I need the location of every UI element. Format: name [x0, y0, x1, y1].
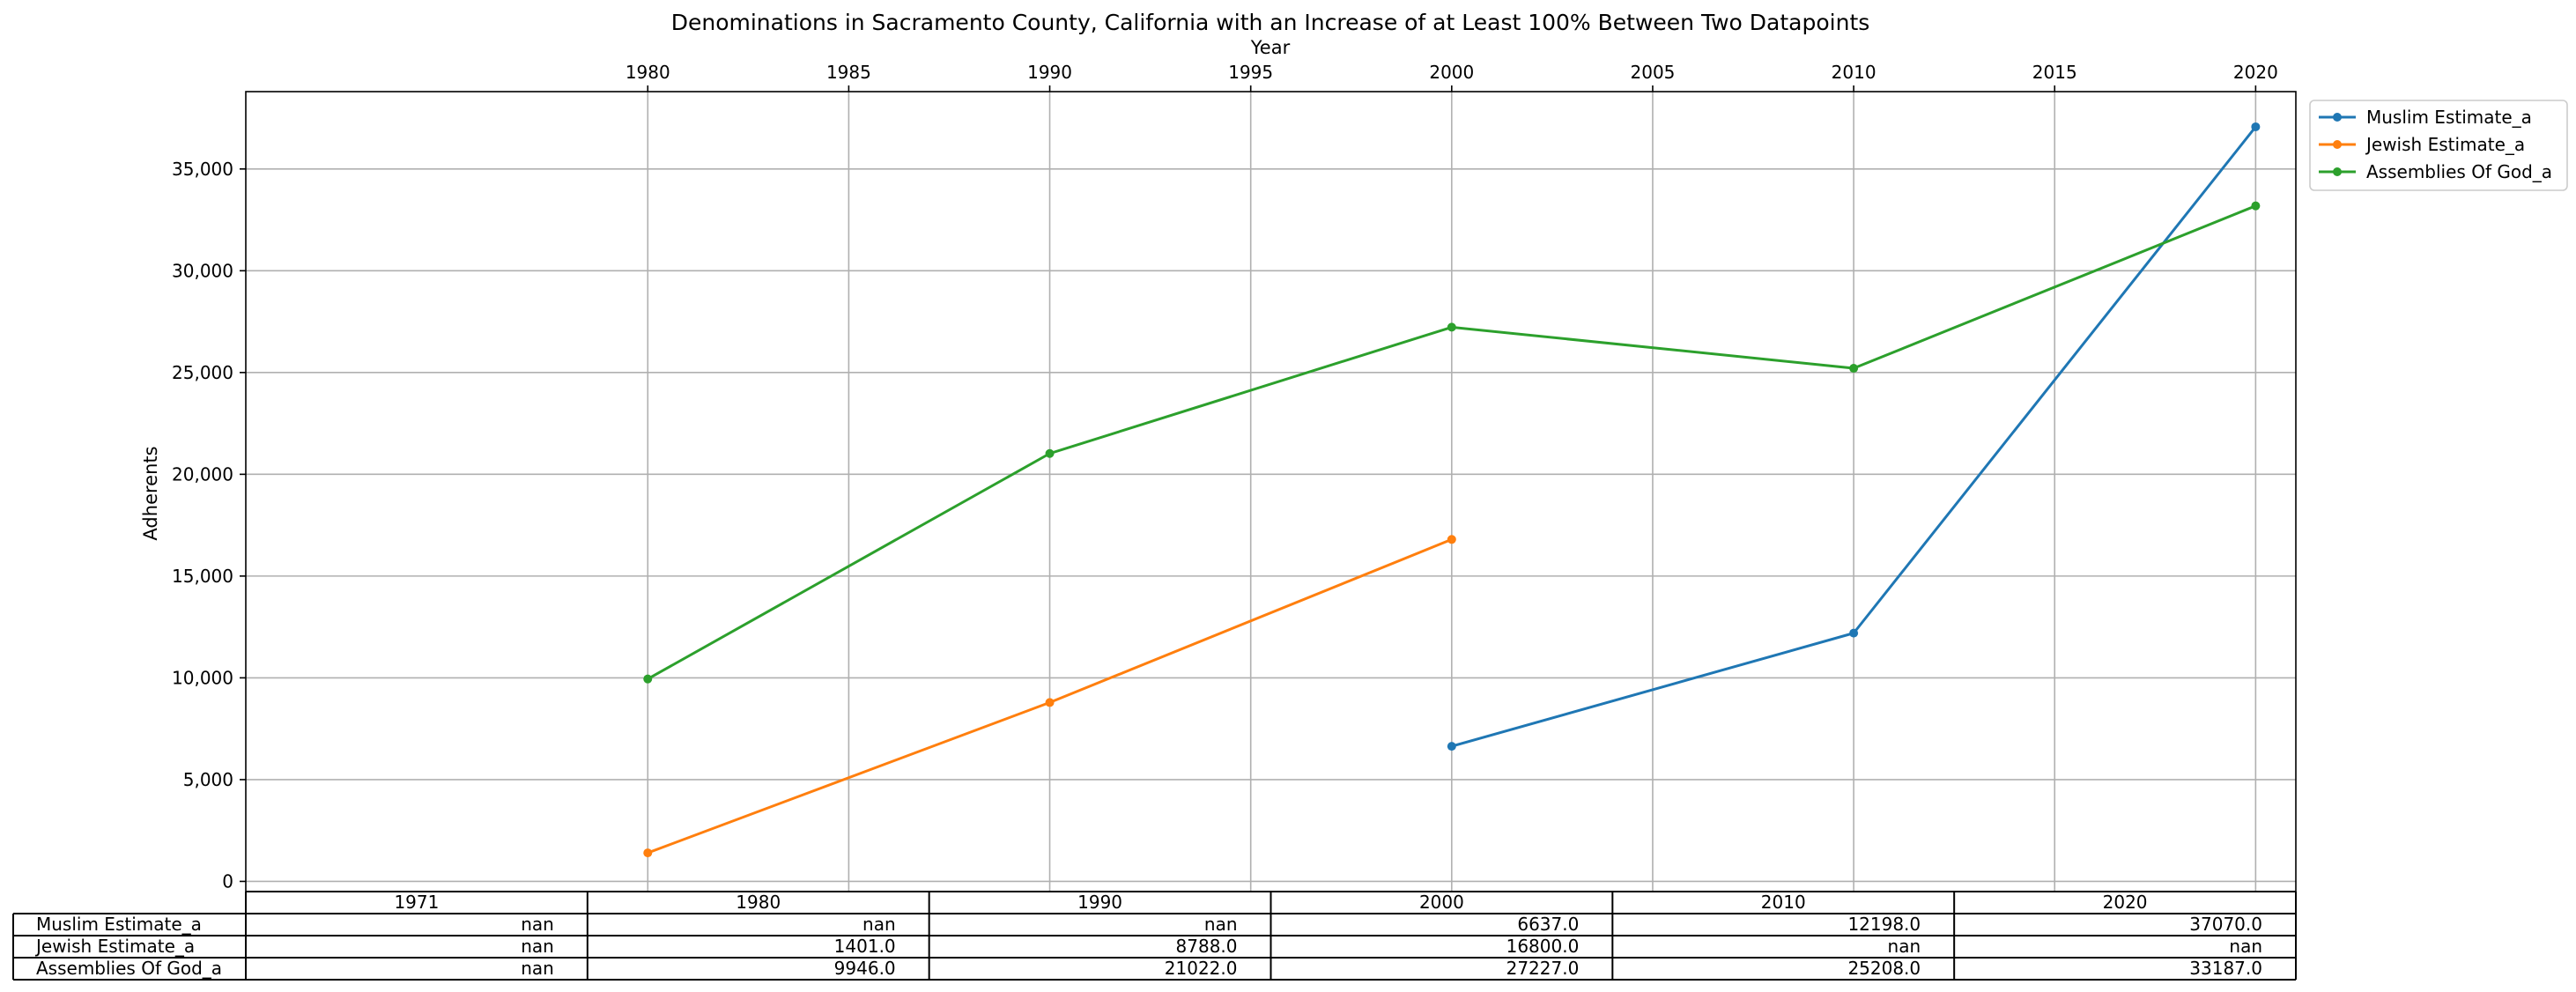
legend-entry: Muslim Estimate_a [2366, 107, 2532, 128]
y-tick-label: 20,000 [172, 463, 233, 485]
x-tick-label: 1980 [625, 62, 670, 83]
table-cell: nan [2229, 936, 2262, 957]
series-assemblies-of-god-a [643, 201, 2261, 684]
table-cell: 25208.0 [1847, 958, 1921, 979]
table-cell: nan [521, 936, 554, 957]
table-cell: 37070.0 [2189, 914, 2262, 935]
y-tick-label: 0 [222, 870, 233, 892]
legend: Muslim Estimate_a Jewish Estimate_a Assemb… [2309, 100, 2568, 191]
table-column-header: 1980 [736, 892, 781, 913]
table-cell: 12198.0 [1847, 914, 1921, 935]
x-tick-label: 2020 [2233, 62, 2278, 83]
table-cell: nan [521, 958, 554, 979]
series-layer [643, 122, 2261, 858]
data-point [2251, 122, 2261, 131]
x-tick-label: 2010 [1832, 62, 1876, 83]
table-cell: nan [1204, 914, 1238, 935]
table-cell: 9946.0 [834, 958, 896, 979]
legend-entry: Assemblies Of God_a [2366, 161, 2552, 182]
y-tick-label: 25,000 [172, 362, 233, 383]
data-table: 1971 1980 1990 2000 2010 2020 Muslim Estimate_… [12, 891, 2297, 981]
plot-frame [245, 91, 2297, 892]
table-cell: 16800.0 [1506, 936, 1580, 957]
table-row-label: Muslim Estimate_a [36, 914, 202, 935]
table-row-label: Jewish Estimate_a [34, 936, 195, 957]
table-cell: 27227.0 [1506, 958, 1580, 979]
data-point [2251, 201, 2261, 211]
x-tick-label: 2015 [2032, 62, 2077, 83]
x-tick-label: 1985 [826, 62, 871, 83]
table-cell: 21022.0 [1165, 958, 1238, 979]
data-point [643, 674, 653, 684]
data-point [1447, 535, 1456, 544]
table-cell: nan [521, 914, 554, 935]
table-cell: 1401.0 [834, 936, 896, 957]
x-tick-label: 1990 [1027, 62, 1072, 83]
data-point [1849, 628, 1859, 638]
grid [246, 92, 2296, 892]
legend-marker [2333, 140, 2342, 149]
legend-marker [2333, 167, 2342, 176]
table-row-label: Assemblies Of God_a [36, 958, 222, 979]
y-axis-label: Adherents [140, 446, 161, 540]
chart-title: Denominations in Sacramento County, Cali… [671, 10, 1870, 35]
data-point [1447, 322, 1456, 332]
legend-box [2309, 100, 2568, 191]
series-muslim-estimate-a [1447, 122, 2261, 751]
data-point [1045, 448, 1055, 458]
y-tick-label: 30,000 [172, 260, 233, 281]
x-tick-label: 1995 [1228, 62, 1273, 83]
legend-entry: Jewish Estimate_a [2365, 134, 2525, 155]
table-cell: nan [1888, 936, 1921, 957]
y-tick-label: 35,000 [172, 159, 233, 180]
x-axis-label: Year [1250, 37, 1291, 58]
table-cell: nan [862, 914, 896, 935]
table-column-header: 1990 [1077, 892, 1122, 913]
data-point [1849, 364, 1859, 374]
series-jewish-estimate-a [643, 535, 1456, 858]
table-cell: 6637.0 [1517, 914, 1579, 935]
x-tick-label: 2000 [1429, 62, 1474, 83]
table-column-header: 2020 [2103, 892, 2148, 913]
table-cell: 33187.0 [2189, 958, 2262, 979]
table-column-header: 2010 [1761, 892, 1806, 913]
y-tick-label: 5,000 [183, 769, 233, 790]
data-point [1045, 698, 1055, 707]
legend-marker [2333, 113, 2342, 122]
y-tick-label: 10,000 [172, 667, 233, 688]
table-cell: 8788.0 [1176, 936, 1238, 957]
data-point [643, 848, 653, 858]
tick-layer: 1980 1985 1990 1995 2000 2005 2010 2015 2020 0 5,0… [172, 62, 2278, 892]
data-point [1447, 742, 1456, 751]
table-column-header: 1971 [394, 892, 439, 913]
table-column-header: 2000 [1419, 892, 1464, 913]
x-tick-label: 2005 [1631, 62, 1676, 83]
y-tick-label: 15,000 [172, 566, 233, 587]
